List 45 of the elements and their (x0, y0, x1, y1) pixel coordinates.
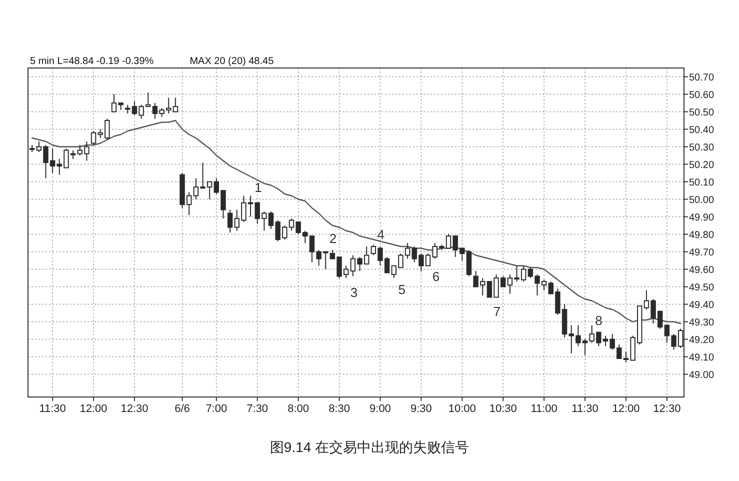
x-tick-label: 6/6 (174, 403, 190, 415)
y-tick-label: 49.00 (689, 370, 714, 381)
annotation: 5 (398, 282, 406, 298)
x-tick-label: 12:30 (120, 403, 148, 415)
x-tick-label: 7:30 (246, 403, 268, 415)
y-tick-label: 49.80 (689, 230, 714, 241)
annotation: 8 (595, 313, 602, 328)
x-tick-label: 9:00 (370, 403, 391, 415)
x-tick-label: 11:30 (39, 403, 66, 415)
x-tick-label: 12:00 (80, 403, 108, 415)
text: MAX 20 (20) 48.45 (190, 56, 274, 67)
y-tick-label: 50.50 (689, 107, 714, 118)
y-tick-label: 49.40 (689, 300, 714, 311)
y-tick-label: 49.50 (689, 282, 714, 294)
y-tick-label: 50.30 (689, 142, 714, 154)
x-tick-label: 10:30 (489, 403, 517, 415)
annotation: 4 (377, 227, 385, 242)
y-tick-label: 50.60 (689, 90, 714, 101)
x-tick-label: 12:30 (653, 403, 681, 415)
x-tick-label: 11:00 (530, 403, 558, 415)
x-tick-label: 12:00 (612, 403, 640, 415)
y-tick-label: 50.10 (689, 177, 714, 188)
y-tick-label: 49.30 (689, 317, 714, 328)
y-tick-label: 50.00 (689, 194, 714, 206)
annotation: 3 (350, 285, 358, 300)
x-tick-label: 8:00 (288, 403, 310, 415)
x-tick-label: 7:00 (206, 403, 228, 415)
y-tick-label: 49.90 (689, 212, 714, 224)
y-tick-label: 49.10 (689, 352, 714, 364)
x-tick-label: 11:30 (572, 403, 598, 415)
annotation: 6 (432, 268, 440, 284)
text: 图9.14 在交易中出现的失败信号 (270, 439, 470, 455)
y-tick-label: 50.20 (689, 160, 714, 171)
x-tick-label: 9:30 (410, 403, 432, 415)
y-tick-label: 50.70 (689, 72, 714, 84)
text: 5 min L=48.84 -0.19 -0.39% (30, 56, 154, 67)
x-tick-label: 10:00 (448, 403, 476, 415)
y-tick-label: 50.40 (689, 124, 714, 136)
y-tick-label: 49.20 (689, 334, 714, 346)
x-tick-label: 8:30 (328, 403, 350, 415)
y-tick-label: 49.60 (689, 264, 714, 276)
annotation: 1 (254, 180, 262, 196)
annotation: 2 (329, 231, 337, 246)
annotation: 7 (493, 304, 501, 320)
y-tick-label: 49.70 (689, 247, 714, 258)
